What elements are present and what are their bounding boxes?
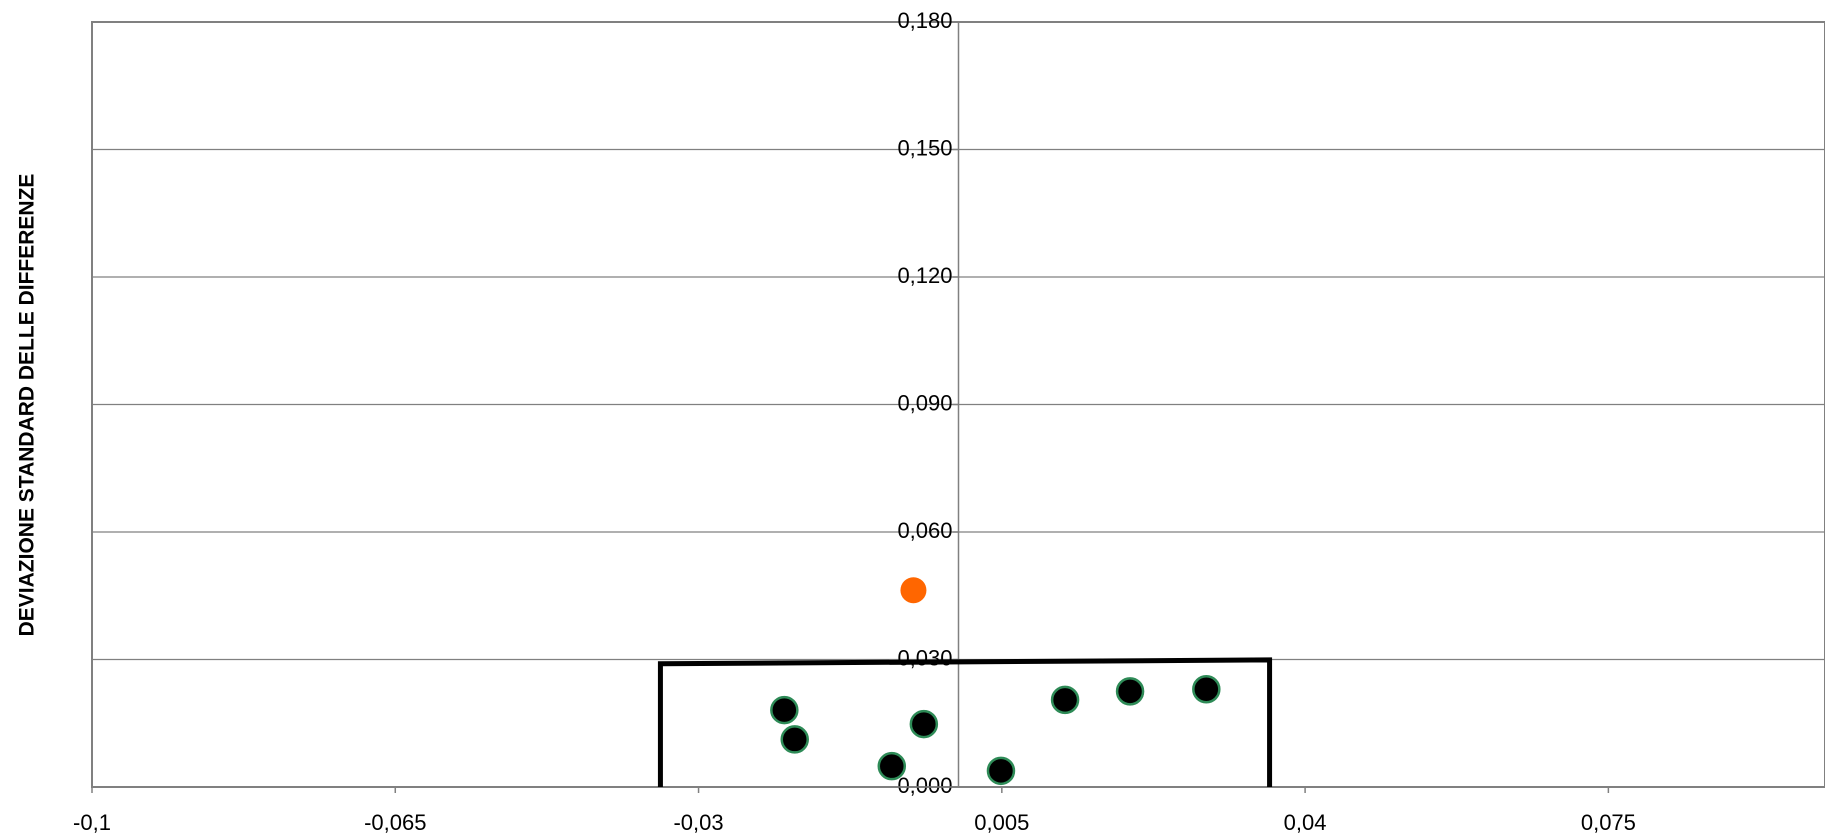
y-tick-label: 0,030 bbox=[897, 645, 952, 670]
y-tick-label: 0,060 bbox=[897, 518, 952, 543]
point bbox=[909, 709, 939, 739]
y-tick-label: 0,090 bbox=[897, 390, 952, 415]
point bbox=[986, 756, 1016, 786]
x-tick-label: 0,005 bbox=[974, 810, 1029, 835]
y-axis-label: DEVIAZIONE STANDARD DELLE DIFFERENZE bbox=[16, 174, 39, 637]
point bbox=[770, 695, 799, 725]
point bbox=[1050, 685, 1080, 715]
y-tick-label: 0,180 bbox=[897, 8, 952, 33]
x-tick-label: -0,1 bbox=[73, 810, 111, 835]
point bbox=[1115, 677, 1145, 706]
x-tick-label: 0,04 bbox=[1284, 810, 1327, 835]
point bbox=[900, 577, 927, 604]
x-tick-label: -0,065 bbox=[364, 810, 426, 835]
y-tick-label: 0,000 bbox=[897, 773, 952, 798]
point bbox=[780, 725, 809, 754]
box-line bbox=[657, 657, 1273, 787]
x-tick-label: -0,03 bbox=[673, 810, 723, 835]
point bbox=[877, 751, 907, 781]
y-tick-label: 0,150 bbox=[897, 135, 952, 160]
x-tick-label: 0,075 bbox=[1581, 810, 1636, 835]
point bbox=[1192, 675, 1221, 704]
y-tick-label: 0,120 bbox=[897, 263, 952, 288]
